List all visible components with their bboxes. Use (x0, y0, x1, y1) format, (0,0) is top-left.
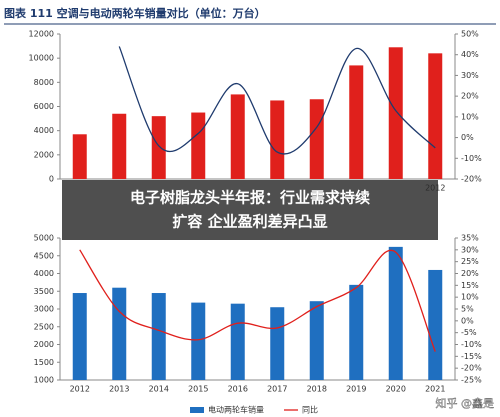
y2-tick-label: 40% (461, 50, 479, 59)
bar (428, 53, 443, 180)
y2-tick-label: -10% (461, 340, 482, 349)
y2-tick-label: 20% (461, 269, 479, 278)
y2-tick-label: 30% (461, 245, 479, 254)
y-tick-label: 0 (49, 175, 54, 184)
figure-title: 图表 111 空调与电动两轮车销量对比（单位：万台） (4, 6, 266, 20)
bar (388, 246, 403, 380)
y-tick-label: 3500 (34, 287, 54, 296)
y-tick-label: 8000 (34, 78, 54, 87)
x-tick-label: 2018 (307, 385, 327, 394)
x-tick-label: 2015 (188, 385, 208, 394)
y-tick-label: 4500 (34, 251, 54, 260)
bar (191, 112, 206, 179)
bar (270, 100, 285, 179)
y2-tick-label: 0% (461, 133, 474, 142)
y2-tick-label: 50% (461, 30, 479, 39)
x-tick-label: 2016 (228, 385, 248, 394)
y-tick-label: 1000 (34, 376, 54, 385)
x-tick-label: 2021 (425, 385, 445, 394)
y2-tick-label: 25% (461, 257, 479, 266)
y-tick-label: 2000 (34, 340, 54, 349)
y2-tick-label: 35% (461, 234, 479, 243)
y-tick-label: 2000 (34, 150, 54, 159)
bar (191, 302, 206, 380)
bar (349, 284, 364, 380)
bar (270, 307, 285, 380)
y2-tick-label: -5% (461, 328, 477, 337)
y2-tick-label: 0% (461, 316, 474, 325)
y2-tick-label: -20% (461, 175, 482, 184)
banner (62, 180, 438, 240)
y-tick-label: 4000 (34, 269, 54, 278)
bar (151, 116, 166, 179)
y2-tick-label: 10% (461, 293, 479, 302)
y-tick-label: 10000 (29, 54, 54, 63)
watermark: 知乎 @鑫是 (436, 396, 495, 410)
bar (72, 293, 87, 380)
line (79, 249, 436, 352)
banner-line: 扩容 企业盈利差异凸显 (172, 213, 327, 231)
x-tick-label: 2020 (386, 385, 406, 394)
bar (428, 269, 443, 380)
y-tick-label: 12000 (29, 30, 54, 39)
y-tick-label: 2500 (34, 322, 54, 331)
y2-tick-label: -20% (461, 364, 482, 373)
bar (388, 47, 403, 179)
charts: 0 2000 4000 6000 8000 10000 12000 -20% -10% 0% 10%… (29, 30, 483, 415)
y-tick-label: 5000 (34, 234, 54, 243)
legend-swatch (190, 407, 204, 413)
legend-label: 同比 (302, 405, 318, 415)
bar (72, 134, 87, 179)
y2-tick-label: 10% (461, 112, 479, 121)
y-tick-label: 3000 (34, 305, 54, 314)
bar (349, 65, 364, 179)
bar (230, 94, 245, 179)
bar (230, 303, 245, 380)
y2-tick-label: 15% (461, 281, 479, 290)
bar (112, 287, 127, 380)
bar (151, 293, 166, 380)
y-tick-label: 4000 (34, 126, 54, 135)
y2-tick-label: -10% (461, 154, 482, 163)
x-tick-label: 2013 (109, 385, 129, 394)
x-tick-label: 2012 (70, 385, 90, 394)
bar (309, 99, 324, 179)
y-tick-label: 1500 (34, 358, 54, 367)
x-tick-label: 2019 (346, 385, 366, 394)
y-tick-label: 6000 (34, 102, 54, 111)
line (118, 46, 436, 155)
y2-tick-label: 5% (461, 305, 474, 314)
x-tick-label: 2014 (149, 385, 169, 394)
y2-tick-label: -25% (461, 376, 482, 385)
x-tick-label: 2017 (267, 385, 287, 394)
y2-tick-label: 20% (461, 92, 479, 101)
y2-tick-label: -15% (461, 352, 482, 361)
legend-label: 电动两轮车销量 (208, 405, 264, 415)
bar (112, 113, 127, 179)
banner-line: 电子树脂龙头半年报：行业需求持续 (130, 189, 370, 207)
bar (309, 301, 324, 380)
y2-tick-label: 30% (461, 71, 479, 80)
